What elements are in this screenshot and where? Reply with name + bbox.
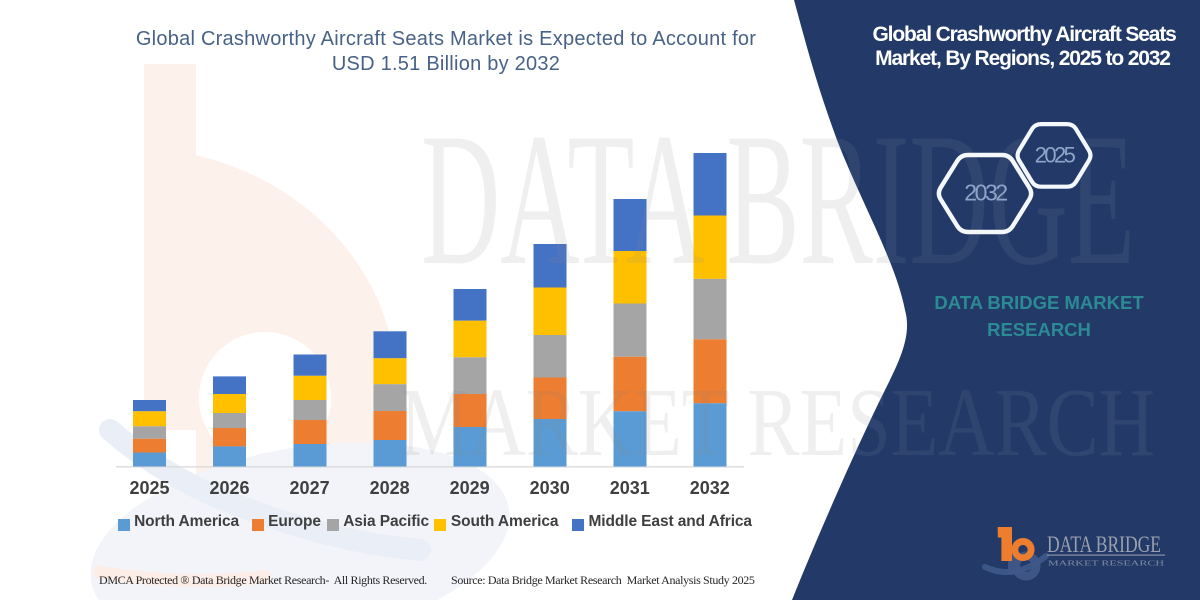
svg-text:DATA BRIDGE: DATA BRIDGE (1047, 532, 1161, 557)
svg-text:2032: 2032 (964, 180, 1007, 206)
svg-text:2025: 2025 (1035, 143, 1076, 168)
svg-text:MARKET RESEARCH: MARKET RESEARCH (1048, 559, 1165, 568)
